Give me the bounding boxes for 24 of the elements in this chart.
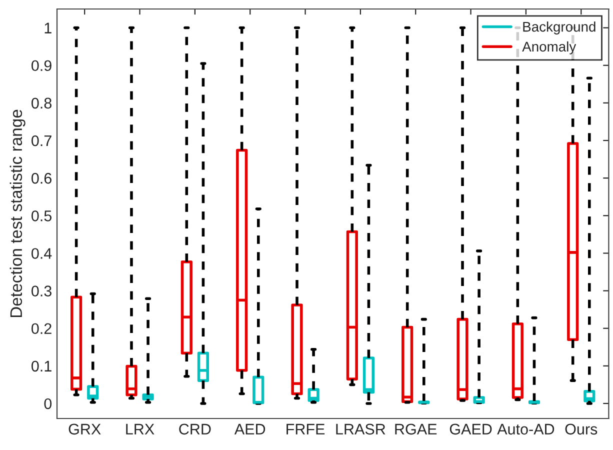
y-tick-label: 0.3 [32, 286, 52, 296]
x-tick-label: CRD [179, 424, 211, 435]
y-tick-label: 0.1 [32, 360, 52, 372]
x-tick-label: Ours [565, 424, 598, 435]
y-tick-label: 0.7 [32, 135, 52, 146]
y-tick-label: 1 [44, 22, 52, 34]
x-tick-label: Auto-AD [497, 424, 554, 435]
x-tick-label: AED [234, 424, 266, 434]
x-tick-label: GRX [68, 424, 101, 435]
y-tick-label: 0.8 [32, 98, 52, 109]
y-tick-label: 0.5 [32, 210, 52, 222]
y-tick-label: 0.4 [32, 248, 52, 259]
y-tick-label: 0.6 [32, 172, 52, 184]
y-tick-label: 0 [44, 398, 52, 410]
legend-label: Anomaly [522, 41, 576, 54]
x-tick-label: LRASR [336, 424, 386, 435]
x-tick-label: RGAE [395, 424, 437, 435]
x-tick-label: LRX [126, 424, 154, 434]
legend-label: Background [523, 22, 596, 34]
y-axis-title: Detection test statistic range [10, 110, 26, 318]
x-tick-label: FRFE [286, 424, 325, 434]
y-tick-label: 0.9 [32, 60, 52, 72]
x-tick-label: GAED [450, 424, 492, 435]
y-tick-label: 0.2 [32, 323, 52, 334]
